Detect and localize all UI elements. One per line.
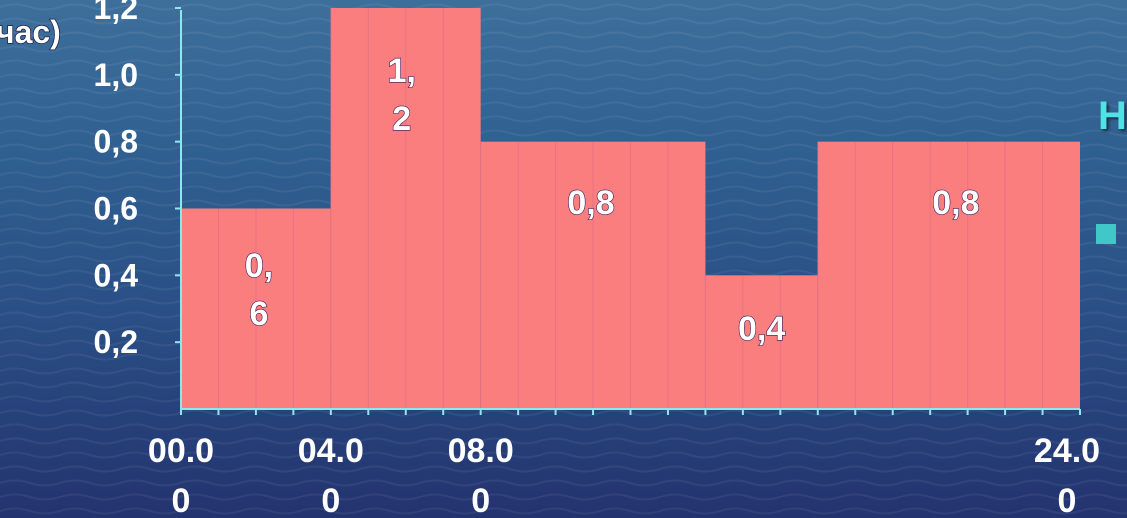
y-tick-label: 0,2: [94, 324, 138, 360]
bar-5: [817, 141, 1080, 409]
y-tick-label: 0,6: [94, 191, 138, 227]
bar-value-label: 1, 2: [388, 52, 416, 138]
y-tick-label: 1,0: [94, 57, 138, 93]
x-tick-label: 00.0 0: [148, 432, 214, 518]
x-tick-label: 08.0 0: [448, 432, 514, 518]
bar-value-label: 0,8: [932, 184, 979, 222]
bar-4: [705, 275, 818, 409]
legend-title: Н: [1098, 94, 1127, 138]
legend-marker: [1096, 224, 1116, 244]
bar-value-label: 0, 6: [245, 247, 273, 333]
bar-value-label: 0,4: [738, 310, 785, 348]
y-tick-label: 0,4: [94, 257, 139, 293]
x-tick-label: 24.0 0: [1034, 432, 1100, 518]
x-tick-label: 04.0 0: [298, 432, 364, 518]
y-tick-label: 0,8: [94, 124, 138, 160]
y-axis-label: час): [0, 14, 61, 50]
y-tick-label: 1,2: [94, 0, 138, 26]
bar-value-label: 0,8: [567, 184, 614, 222]
